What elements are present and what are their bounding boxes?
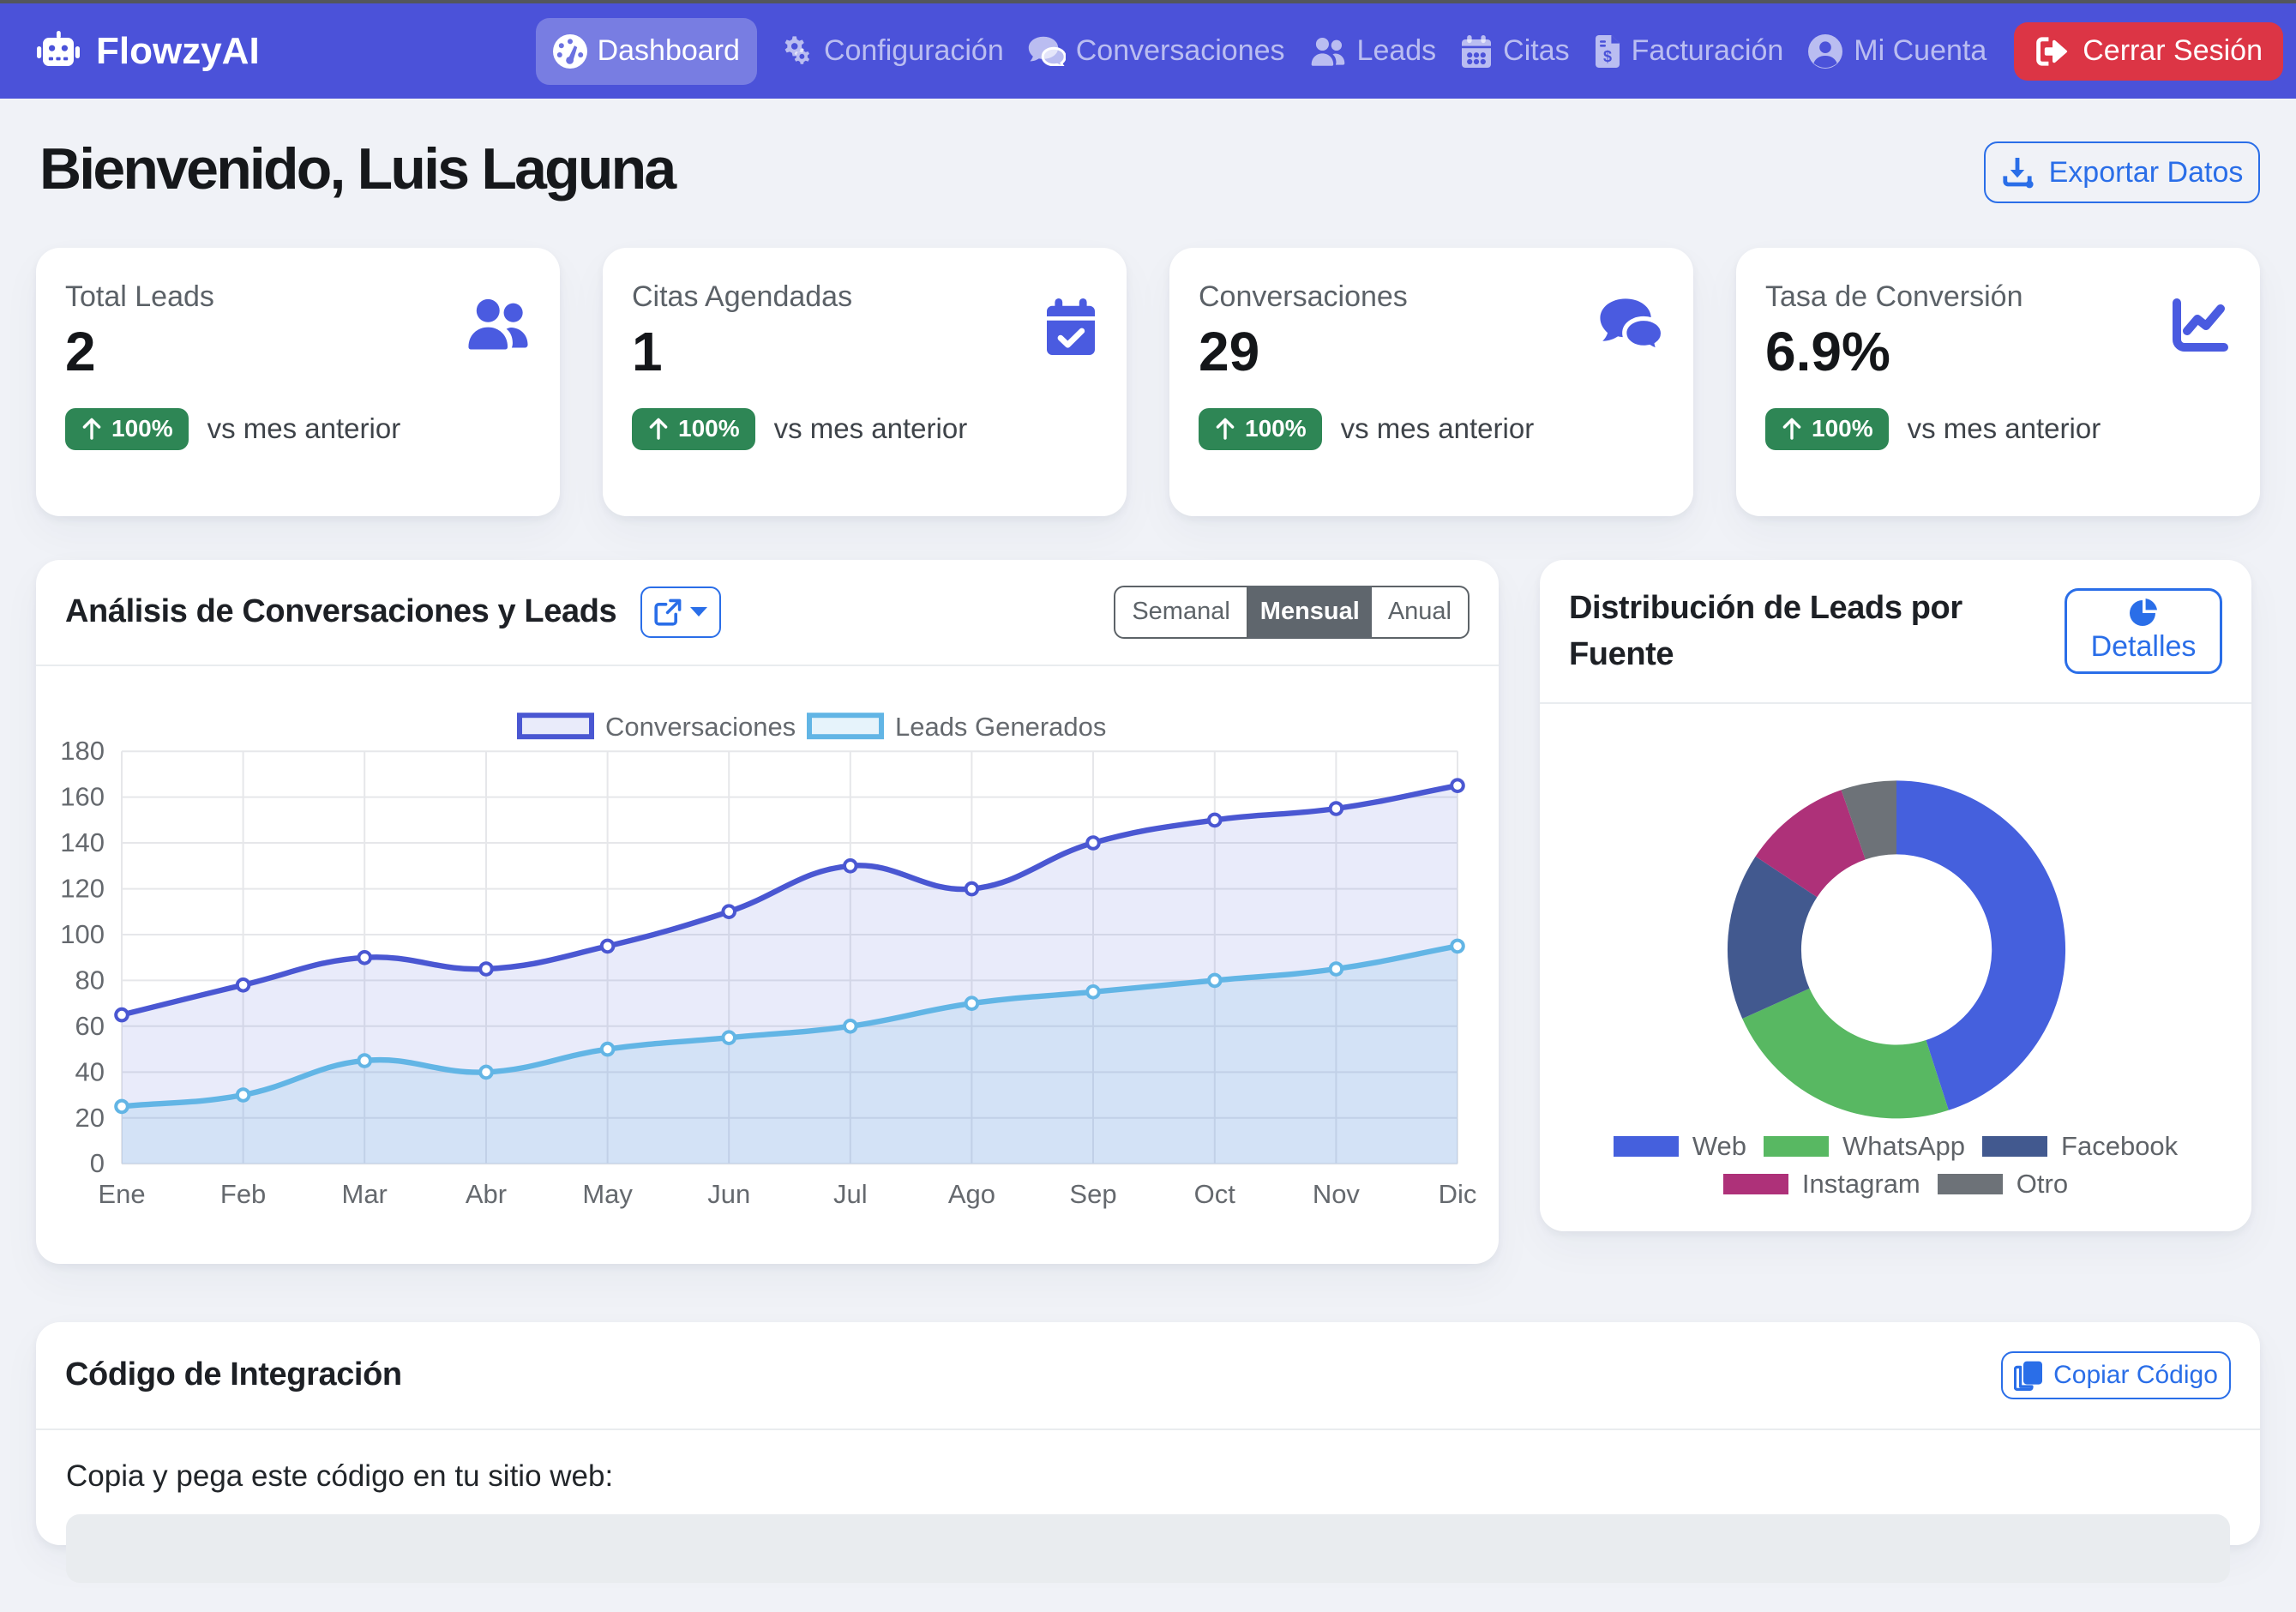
svg-text:Conversaciones: Conversaciones bbox=[605, 712, 796, 742]
svg-text:Abr: Abr bbox=[466, 1179, 507, 1209]
svg-text:160: 160 bbox=[60, 781, 105, 811]
svg-text:180: 180 bbox=[60, 736, 105, 766]
svg-text:120: 120 bbox=[60, 873, 105, 903]
svg-text:Ago: Ago bbox=[948, 1179, 995, 1209]
svg-text:Mar: Mar bbox=[342, 1179, 388, 1209]
svg-text:Oct: Oct bbox=[1194, 1179, 1236, 1209]
svg-text:0: 0 bbox=[90, 1148, 105, 1178]
svg-text:Feb: Feb bbox=[220, 1179, 266, 1209]
svg-text:May: May bbox=[582, 1179, 633, 1209]
svg-text:140: 140 bbox=[60, 827, 105, 857]
svg-text:Jun: Jun bbox=[707, 1179, 750, 1209]
svg-text:Leads Generados: Leads Generados bbox=[895, 712, 1106, 742]
svg-text:60: 60 bbox=[75, 1010, 105, 1040]
svg-text:20: 20 bbox=[75, 1102, 105, 1132]
svg-text:Dic: Dic bbox=[1439, 1179, 1477, 1209]
svg-text:40: 40 bbox=[75, 1056, 105, 1086]
svg-text:Jul: Jul bbox=[833, 1179, 868, 1209]
svg-text:100: 100 bbox=[60, 919, 105, 949]
svg-text:80: 80 bbox=[75, 965, 105, 995]
svg-text:Nov: Nov bbox=[1313, 1179, 1361, 1209]
svg-text:Sep: Sep bbox=[1069, 1179, 1116, 1209]
svg-text:$: $ bbox=[1603, 48, 1612, 65]
svg-text:Ene: Ene bbox=[98, 1179, 145, 1209]
